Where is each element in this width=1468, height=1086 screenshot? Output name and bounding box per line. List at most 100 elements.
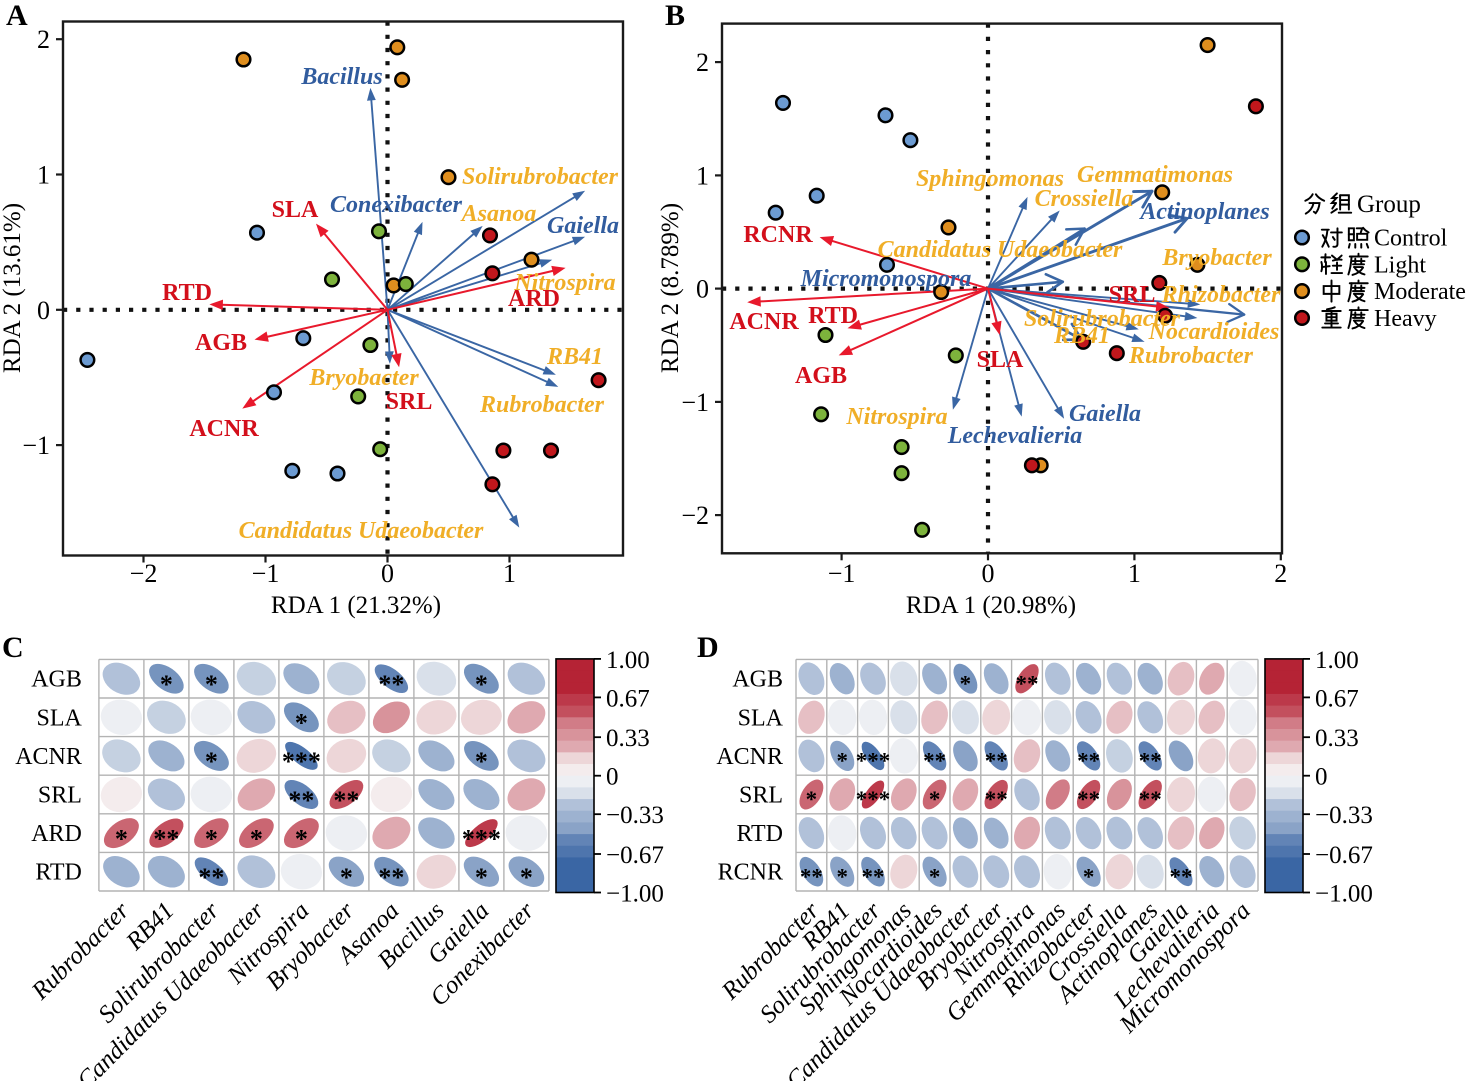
svg-text:Group: Group xyxy=(1357,191,1421,218)
svg-text:*: * xyxy=(205,670,218,699)
svg-text:SRL: SRL xyxy=(1109,282,1156,308)
svg-text:Bryobacter: Bryobacter xyxy=(308,365,419,391)
svg-text:**: ** xyxy=(1016,671,1039,696)
svg-text:2: 2 xyxy=(37,25,50,54)
svg-text:AGB: AGB xyxy=(732,667,783,693)
svg-text:*: * xyxy=(960,671,972,696)
svg-text:Control: Control xyxy=(1374,226,1448,252)
svg-text:0: 0 xyxy=(982,559,995,588)
svg-text:RCNR: RCNR xyxy=(718,860,783,886)
svg-text:ACNR: ACNR xyxy=(729,309,799,335)
svg-text:*: * xyxy=(475,670,488,699)
svg-text:ACNR: ACNR xyxy=(15,744,82,770)
svg-text:1.00: 1.00 xyxy=(606,647,650,674)
svg-text:*: * xyxy=(929,787,941,812)
svg-text:C: C xyxy=(2,631,24,664)
svg-text:**: ** xyxy=(1139,787,1162,812)
svg-text:**: ** xyxy=(1077,787,1100,812)
svg-text:*: * xyxy=(340,863,353,892)
svg-text:0.33: 0.33 xyxy=(1315,725,1359,752)
svg-text:Rubrobacter: Rubrobacter xyxy=(479,392,605,418)
svg-text:−0.33: −0.33 xyxy=(606,802,664,829)
svg-text:SLA: SLA xyxy=(272,197,319,223)
svg-text:−1.00: −1.00 xyxy=(606,881,664,908)
svg-text:0: 0 xyxy=(381,559,394,588)
svg-text:ARD: ARD xyxy=(508,286,560,312)
svg-text:SRL: SRL xyxy=(38,783,82,809)
svg-text:Bryobacter: Bryobacter xyxy=(1161,245,1272,271)
svg-text:1.00: 1.00 xyxy=(1315,647,1359,674)
svg-text:Lechevalieria: Lechevalieria xyxy=(947,423,1083,449)
svg-text:*: * xyxy=(929,864,941,889)
svg-text:AGB: AGB xyxy=(195,330,247,356)
svg-text:**: ** xyxy=(1077,749,1100,774)
svg-text:−0.67: −0.67 xyxy=(1315,842,1373,869)
svg-text:1: 1 xyxy=(37,161,50,190)
svg-text:SLA: SLA xyxy=(977,347,1024,373)
svg-text:**: ** xyxy=(862,864,885,889)
svg-text:**: ** xyxy=(153,824,179,853)
svg-text:0.67: 0.67 xyxy=(1315,685,1359,712)
svg-text:Conexibacter: Conexibacter xyxy=(330,192,463,218)
svg-text:1: 1 xyxy=(696,161,709,190)
svg-text:−2: −2 xyxy=(681,501,709,530)
svg-text:0: 0 xyxy=(606,764,619,791)
svg-text:Solirubrobacter: Solirubrobacter xyxy=(462,164,619,190)
svg-text:ARD: ARD xyxy=(31,821,82,847)
svg-text:ACNR: ACNR xyxy=(716,744,783,770)
svg-text:RDA 2 (8.789%): RDA 2 (8.789%) xyxy=(657,203,684,373)
svg-text:Light: Light xyxy=(1374,252,1426,278)
svg-text:−1.00: −1.00 xyxy=(1315,881,1373,908)
svg-text:−1: −1 xyxy=(681,388,709,417)
svg-text:Asanoa: Asanoa xyxy=(460,201,537,227)
svg-text:**: ** xyxy=(1170,864,1193,889)
svg-text:*: * xyxy=(520,863,533,892)
svg-text:D: D xyxy=(697,631,719,664)
svg-text:RCNR: RCNR xyxy=(743,222,813,248)
svg-text:*: * xyxy=(295,709,308,738)
svg-text:Bacillus: Bacillus xyxy=(300,64,382,90)
svg-text:**: ** xyxy=(800,864,823,889)
svg-text:Micromonospora: Micromonospora xyxy=(800,266,972,292)
svg-text:**: ** xyxy=(1139,749,1162,774)
svg-text:−1: −1 xyxy=(828,559,856,588)
svg-text:**: ** xyxy=(378,670,404,699)
svg-text:Actinoplanes: Actinoplanes xyxy=(1138,199,1269,225)
svg-text:−0.67: −0.67 xyxy=(606,842,664,869)
svg-text:**: ** xyxy=(198,863,224,892)
svg-text:**: ** xyxy=(923,749,946,774)
svg-text:−0.33: −0.33 xyxy=(1315,802,1373,829)
svg-text:2: 2 xyxy=(696,48,709,77)
svg-text:−2: −2 xyxy=(130,559,158,588)
svg-text:Crossiella: Crossiella xyxy=(1035,186,1134,212)
svg-text:**: ** xyxy=(333,786,359,815)
svg-text:1: 1 xyxy=(503,559,516,588)
svg-text:Rubrobacter: Rubrobacter xyxy=(1128,343,1254,369)
svg-text:*: * xyxy=(295,824,308,853)
svg-text:2: 2 xyxy=(1274,559,1287,588)
svg-text:RTD: RTD xyxy=(162,280,212,306)
svg-text:Moderate: Moderate xyxy=(1374,279,1466,305)
svg-text:*: * xyxy=(205,824,218,853)
svg-text:RTD: RTD xyxy=(808,303,858,329)
svg-text:0.33: 0.33 xyxy=(606,725,650,752)
svg-text:SRL: SRL xyxy=(386,389,433,415)
svg-text:0.67: 0.67 xyxy=(606,685,650,712)
svg-text:RDA 1 (21.32%): RDA 1 (21.32%) xyxy=(271,592,441,619)
svg-text:Gaiella: Gaiella xyxy=(1069,401,1141,427)
svg-text:SLA: SLA xyxy=(738,705,784,731)
svg-text:RTD: RTD xyxy=(35,860,82,886)
svg-text:*: * xyxy=(836,864,848,889)
svg-text:Candidatus Udaeobacter: Candidatus Udaeobacter xyxy=(878,237,1123,263)
svg-text:Gemmatimonas: Gemmatimonas xyxy=(1077,162,1233,188)
svg-text:***: *** xyxy=(282,747,321,776)
svg-text:*: * xyxy=(115,824,128,853)
svg-text:*: * xyxy=(205,747,218,776)
svg-text:B: B xyxy=(665,0,685,32)
svg-text:RDA 2 (13.61%): RDA 2 (13.61%) xyxy=(0,203,26,373)
svg-text:*: * xyxy=(160,670,173,699)
svg-text:***: *** xyxy=(856,749,891,774)
svg-text:Nocardioides: Nocardioides xyxy=(1148,319,1280,345)
svg-text:Candidatus Udaeobacter: Candidatus Udaeobacter xyxy=(239,518,484,544)
svg-text:−1: −1 xyxy=(252,559,280,588)
